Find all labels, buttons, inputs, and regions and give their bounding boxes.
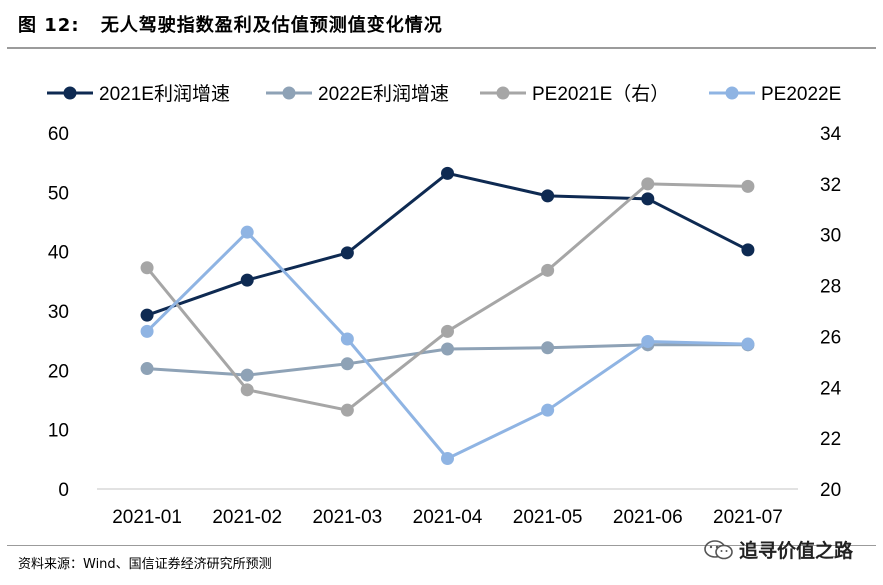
x-tick-label: 2021-06 xyxy=(613,507,683,528)
figure-label: 图 xyxy=(18,15,37,36)
y-right-tick-label: 34 xyxy=(820,124,842,145)
x-tick-label: 2021-01 xyxy=(112,507,182,528)
y-left-tick-label: 20 xyxy=(48,361,69,382)
y-left-tick-label: 60 xyxy=(48,124,69,145)
data-point xyxy=(240,368,254,382)
chart-series xyxy=(140,166,755,465)
data-point xyxy=(140,324,154,338)
data-point xyxy=(541,263,555,277)
data-point xyxy=(741,179,755,193)
data-point xyxy=(340,246,354,260)
line-chart: 2021E利润增速 2022E利润增速 PE2021E（右） PE2022E 0 10 2… xyxy=(47,83,842,528)
legend-swatch-marker xyxy=(282,86,296,100)
data-point xyxy=(240,225,254,239)
y-left-tick-label: 30 xyxy=(48,302,69,323)
legend-swatch-marker xyxy=(725,86,739,100)
source-note: 资料来源：Wind、国信证券经济研究所预测 xyxy=(18,557,272,572)
data-point xyxy=(641,192,655,206)
y-left-tick-label: 40 xyxy=(48,243,69,264)
data-point xyxy=(541,189,555,203)
data-point xyxy=(741,337,755,351)
legend-item: PE2022E xyxy=(709,84,841,105)
data-point xyxy=(140,261,154,275)
x-tick-label: 2021-05 xyxy=(513,507,583,528)
series-group xyxy=(140,338,755,382)
series-line xyxy=(145,182,748,412)
legend-item: 2021E利润增速 xyxy=(47,83,230,105)
y-right-tick-label: 26 xyxy=(820,327,841,348)
y-right-tick-label: 28 xyxy=(820,277,841,298)
y-left-tick-label: 10 xyxy=(48,421,69,442)
legend-label: 2022E利润增速 xyxy=(318,83,449,105)
y-left-tick-label: 50 xyxy=(48,183,69,204)
legend-item: PE2021E（右） xyxy=(480,83,669,105)
y-right-tick-label: 24 xyxy=(820,378,842,399)
y-right-tick-label: 32 xyxy=(820,175,841,196)
data-point xyxy=(340,403,354,417)
series-group xyxy=(140,177,755,417)
title-divider xyxy=(7,47,876,49)
chart-axes: 0 10 20 30 40 50 60 20 22 24 26 28 30 32 34 2021-01 2021… xyxy=(48,124,842,528)
legend-label: PE2021E（右） xyxy=(532,83,669,105)
watermark-text: 追寻价值之路 xyxy=(738,540,853,562)
wechat-icon xyxy=(704,539,733,559)
series-group xyxy=(140,166,755,322)
watermark: 追寻价值之路 xyxy=(703,536,853,563)
footer-divider xyxy=(7,545,876,546)
legend-label: PE2022E xyxy=(761,84,841,105)
chart-legend: 2021E利润增速 2022E利润增速 PE2021E（右） PE2022E xyxy=(47,83,841,105)
data-point xyxy=(441,451,454,465)
legend-label: 2021E利润增速 xyxy=(99,83,230,105)
legend-swatch-marker xyxy=(496,86,510,100)
x-tick-label: 2021-03 xyxy=(312,507,382,528)
series-line xyxy=(146,171,749,317)
y-left-tick-label: 0 xyxy=(58,480,69,501)
y-right-tick-label: 30 xyxy=(820,226,841,247)
data-point xyxy=(240,383,254,397)
figure-title-text: 无人驾驶指数盈利及估值预测值变化情况 xyxy=(100,15,443,36)
data-point xyxy=(441,324,454,338)
data-point xyxy=(240,273,254,287)
data-point xyxy=(340,357,354,371)
x-tick-label: 2021-02 xyxy=(212,507,282,528)
data-point xyxy=(641,335,655,349)
x-tick-label: 2021-07 xyxy=(713,507,783,528)
y-right-tick-label: 20 xyxy=(820,480,841,501)
x-tick-label: 2021-04 xyxy=(413,507,483,528)
legend-swatch-marker xyxy=(63,86,77,100)
data-point xyxy=(441,166,454,180)
data-point xyxy=(541,341,555,355)
data-point xyxy=(441,342,454,356)
series-group xyxy=(140,225,755,465)
data-point xyxy=(140,308,154,322)
figure-number: 12: xyxy=(44,15,80,36)
data-point xyxy=(340,332,354,346)
data-point xyxy=(541,403,555,417)
data-point xyxy=(641,177,655,191)
y-right-tick-label: 22 xyxy=(820,429,841,450)
data-point xyxy=(140,362,154,376)
legend-item: 2022E利润增速 xyxy=(266,83,449,105)
data-point xyxy=(741,243,755,257)
figure-title: 图 12: 无人驾驶指数盈利及估值预测值变化情况 xyxy=(18,11,443,37)
